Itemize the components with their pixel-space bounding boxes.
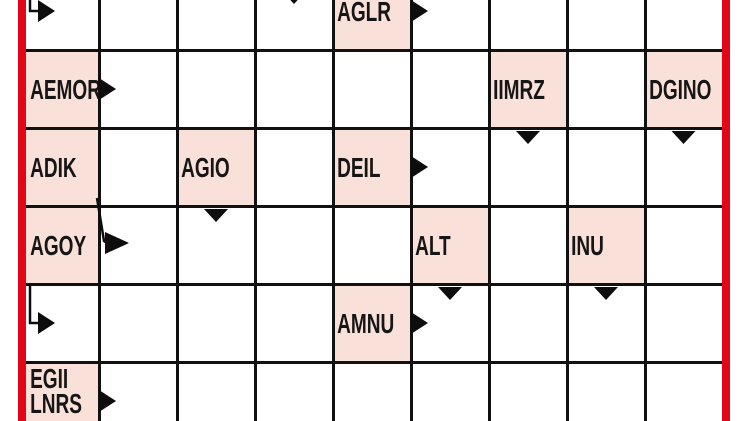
clue-letters: DGINO <box>649 73 712 105</box>
answer-cell-r4c2[interactable] <box>177 284 255 362</box>
answer-cell-r5c7[interactable] <box>567 362 645 421</box>
answer-cell-r4c1[interactable] <box>99 284 177 362</box>
clue-cell-alt: ALT <box>411 206 489 284</box>
answer-cell-r5c2[interactable] <box>177 362 255 421</box>
grid-line <box>643 0 647 421</box>
clue-letters: ALT <box>415 229 451 261</box>
answer-cell-r0c1[interactable] <box>99 0 177 50</box>
answer-cell-r4c6[interactable] <box>489 284 567 362</box>
grid-line <box>26 48 722 52</box>
grid-line <box>26 126 722 130</box>
clue-letters: AGOY <box>30 229 87 261</box>
answer-cell-r4c0[interactable] <box>26 284 99 362</box>
clue-letters: AMNU <box>337 307 395 339</box>
answer-cell-r0c8[interactable] <box>645 0 722 50</box>
answer-cell-r1c2[interactable] <box>177 50 255 128</box>
grid-line <box>487 0 491 421</box>
answer-cell-r2c7[interactable] <box>567 128 645 206</box>
clue-cell-adik: ADIK <box>26 128 99 206</box>
answer-cell-r5c8[interactable] <box>645 362 722 421</box>
clue-letters: EGII LNRS <box>30 363 82 419</box>
grid-line <box>409 0 413 421</box>
clue-cell-egii-lnrs: EGII LNRS <box>26 362 99 421</box>
answer-cell-r3c6[interactable] <box>489 206 567 284</box>
board-right-border <box>722 0 730 421</box>
answer-cell-r3c1[interactable] <box>99 206 177 284</box>
answer-cell-r0c3[interactable] <box>255 0 333 50</box>
answer-cell-r4c7[interactable] <box>567 284 645 362</box>
answer-cell-r0c5[interactable] <box>411 0 489 50</box>
grid-line <box>565 0 569 421</box>
clue-cell-iimrz: IIMRZ <box>489 50 567 128</box>
answer-cell-r0c7[interactable] <box>567 0 645 50</box>
answer-cell-r1c4[interactable] <box>333 50 411 128</box>
grid-line <box>26 204 722 208</box>
answer-cell-r5c5[interactable] <box>411 362 489 421</box>
answer-cell-r1c7[interactable] <box>567 50 645 128</box>
grid-line <box>331 0 335 421</box>
answer-cell-r5c6[interactable] <box>489 362 567 421</box>
answer-cell-r3c4[interactable] <box>333 206 411 284</box>
answer-cell-r3c8[interactable] <box>645 206 722 284</box>
answer-cell-r4c5[interactable] <box>411 284 489 362</box>
clue-letters: DEIL <box>337 151 381 183</box>
answer-cell-r0c6[interactable] <box>489 0 567 50</box>
grid-line <box>26 282 722 286</box>
clue-cell-deil: DEIL <box>333 128 411 206</box>
answer-cell-r0c0[interactable] <box>26 0 99 50</box>
answer-cell-r0c2[interactable] <box>177 0 255 50</box>
answer-cell-r2c3[interactable] <box>255 128 333 206</box>
clue-cell-agio: AGIO <box>177 128 255 206</box>
grid-line <box>253 0 257 421</box>
answer-cell-r2c8[interactable] <box>645 128 722 206</box>
answer-cell-r2c6[interactable] <box>489 128 567 206</box>
grid-line <box>175 0 179 421</box>
answer-cell-r4c8[interactable] <box>645 284 722 362</box>
clue-letters: AEMOR <box>30 73 101 105</box>
board-left-border <box>18 0 26 421</box>
clue-letters: IIMRZ <box>493 73 545 105</box>
grid-line <box>26 360 722 364</box>
clue-letters: AGIO <box>181 151 230 183</box>
clue-letters: AGLR <box>337 0 392 27</box>
clue-cell-inu: INU <box>567 206 645 284</box>
answer-cell-r5c4[interactable] <box>333 362 411 421</box>
clue-cell-amnu: AMNU <box>333 284 411 362</box>
answer-cell-r3c3[interactable] <box>255 206 333 284</box>
clue-cell-aemor: AEMOR <box>26 50 101 128</box>
clue-cell-agoy: AGOY <box>26 206 99 284</box>
clue-cell-dgino: DGINO <box>645 50 722 128</box>
answer-cell-r1c5[interactable] <box>411 50 489 128</box>
answer-cell-r1c3[interactable] <box>255 50 333 128</box>
answer-cell-r5c3[interactable] <box>255 362 333 421</box>
clue-letters: ADIK <box>30 151 77 183</box>
answer-cell-r2c1[interactable] <box>99 128 177 206</box>
answer-cell-r1c1[interactable] <box>99 50 177 128</box>
answer-cell-r4c3[interactable] <box>255 284 333 362</box>
answer-cell-r2c5[interactable] <box>411 128 489 206</box>
clue-cell-aglr: AGLR <box>333 0 411 50</box>
answer-cell-r3c2[interactable] <box>177 206 255 284</box>
answer-cell-r5c1[interactable] <box>99 362 177 421</box>
clue-letters: INU <box>571 229 604 261</box>
grid-line <box>97 0 101 421</box>
